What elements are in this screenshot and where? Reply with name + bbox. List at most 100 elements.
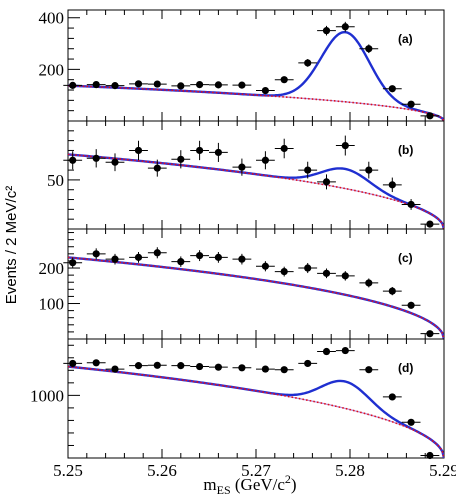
data-point: [190, 362, 209, 371]
data-marker: [196, 362, 204, 371]
data-marker: [261, 365, 269, 373]
data-point: [129, 140, 148, 161]
data-point: [86, 81, 106, 89]
data-point: [420, 112, 440, 120]
data-point: [232, 364, 252, 372]
data-marker: [214, 253, 222, 261]
data-point: [317, 347, 336, 356]
data-marker: [322, 27, 331, 35]
data-marker: [153, 361, 161, 369]
data-point: [401, 301, 421, 309]
data-point: [420, 451, 440, 460]
data-point: [190, 250, 209, 262]
data-marker: [238, 255, 246, 263]
data-marker: [238, 163, 246, 171]
background-fit-curve: [68, 365, 444, 458]
data-marker: [304, 166, 312, 174]
data-point: [335, 21, 355, 32]
x-tick-label: 5.29: [429, 461, 456, 480]
data-point: [86, 248, 106, 260]
data-marker: [177, 362, 185, 370]
data-point: [359, 44, 379, 54]
data-point: [105, 153, 125, 172]
overlap-curve: [68, 256, 444, 339]
fit-curves: [68, 153, 444, 229]
data-marker: [69, 156, 77, 164]
data-marker: [134, 80, 143, 88]
data-point: [171, 150, 191, 169]
fit-curves: [68, 365, 444, 458]
panel-c: 100 200 (c): [39, 228, 445, 340]
data-marker: [261, 86, 269, 95]
data-marker: [69, 259, 77, 267]
y-tick-label: 100: [39, 295, 65, 314]
data-point: [171, 82, 191, 90]
data-point: [317, 25, 336, 36]
data-point: [63, 81, 83, 89]
data-point: [382, 393, 402, 401]
data-marker: [341, 23, 349, 31]
data-point: [359, 161, 379, 179]
data-point: [256, 261, 275, 272]
data-point: [86, 359, 106, 367]
fit-curves: [68, 256, 444, 339]
data-point: [256, 86, 275, 95]
fit-curves: [68, 30, 444, 121]
data-marker: [238, 364, 246, 372]
data-point: [317, 174, 336, 190]
y-tick-label: 200: [39, 259, 65, 278]
total-fit-curve: [68, 30, 444, 121]
data-marker: [341, 346, 349, 355]
data-marker: [177, 155, 185, 163]
data-marker: [365, 366, 373, 374]
data-marker: [134, 146, 143, 155]
x-tick-label: 5.26: [147, 461, 177, 480]
data-point: [335, 346, 355, 355]
panel-b: 50 (b): [47, 120, 445, 230]
data-marker: [388, 85, 396, 93]
data-point: [335, 135, 355, 156]
data-marker: [426, 112, 434, 120]
total-fit-curve: [68, 153, 444, 229]
data-marker: [261, 262, 269, 270]
data-point: [382, 85, 402, 93]
data-marker: [69, 81, 77, 89]
data-point: [209, 142, 228, 162]
data-point: [298, 161, 318, 179]
data-marker: [111, 158, 119, 166]
total-fit-curve: [68, 365, 444, 458]
data-marker: [111, 365, 119, 373]
data-point: [232, 81, 252, 89]
data-marker: [261, 156, 269, 164]
data-marker: [238, 81, 246, 89]
x-tick-label: 5.25: [53, 461, 83, 480]
data-point: [129, 80, 148, 88]
data-point: [209, 81, 228, 89]
data-marker: [214, 81, 222, 89]
data-marker: [92, 359, 100, 367]
data-point: [86, 149, 106, 168]
panel-label: (a): [398, 32, 413, 46]
y-tick-label: 200: [39, 60, 65, 79]
x-tick-label: 5.27: [241, 461, 271, 480]
data-marker: [341, 272, 349, 280]
x-axis-title: mES (GeV/c2): [203, 472, 296, 497]
data-point: [105, 82, 125, 90]
x-tick-label: 5.28: [335, 461, 365, 480]
data-point: [63, 151, 83, 170]
overlap-curve: [68, 85, 444, 121]
panel-d: 1000 (d): [30, 338, 445, 460]
data-marker: [153, 164, 161, 172]
data-marker: [407, 301, 415, 309]
data-marker: [426, 220, 434, 228]
data-point: [129, 252, 148, 263]
data-point: [420, 220, 440, 228]
data-marker: [304, 264, 312, 272]
data-marker: [388, 181, 396, 189]
data-marker: [388, 393, 396, 401]
data-point: [147, 80, 167, 88]
data-point: [147, 247, 167, 259]
data-marker: [177, 258, 185, 266]
panel-a: 200 400 (a): [39, 9, 445, 122]
